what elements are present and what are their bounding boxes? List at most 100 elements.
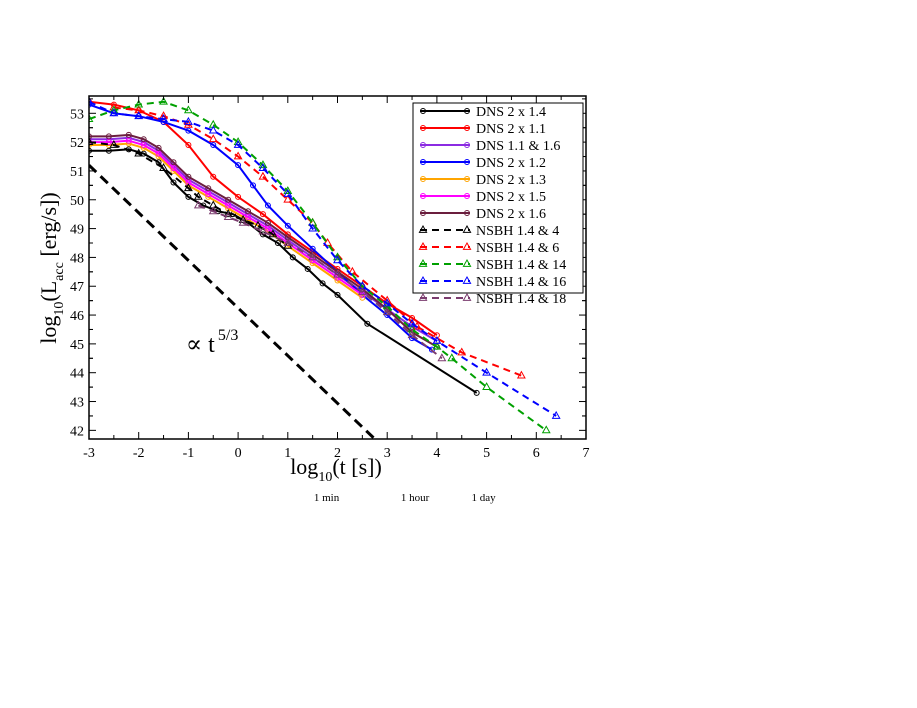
y-tick-label: 42 (70, 424, 84, 439)
data-point (105, 147, 112, 154)
x-tick-label: 2 (334, 446, 341, 461)
legend-label: DNS 2 x 1.3 (476, 173, 546, 188)
legend-label: NSBH 1.4 & 16 (476, 275, 566, 290)
legend-label: DNS 1.1 & 1.6 (476, 139, 560, 154)
data-point (125, 137, 132, 144)
legend-label: DNS 2 x 1.6 (476, 207, 546, 222)
data-point (447, 353, 457, 362)
legend-label: NSBH 1.4 & 14 (476, 258, 566, 273)
legend-item: NSBH 1.4 & 18 (418, 292, 566, 307)
reference-slope-line (89, 164, 376, 439)
data-point (432, 341, 442, 350)
legend-marker (420, 125, 426, 131)
data-point (264, 202, 271, 209)
legend-marker (418, 292, 428, 301)
data-point (233, 139, 243, 148)
legend-marker (418, 258, 428, 267)
data-point (105, 139, 112, 146)
series-line (89, 103, 433, 351)
data-point (89, 137, 94, 146)
data-point (334, 291, 341, 298)
data-point (258, 226, 268, 235)
data-point (457, 347, 467, 356)
legend-label: NSBH 1.4 & 18 (476, 292, 566, 307)
y-tick-label: 46 (70, 309, 84, 324)
x-tick-label: -1 (183, 446, 195, 461)
data-point (268, 229, 278, 238)
x-tick-label: 1 (284, 446, 291, 461)
series-line (197, 204, 443, 360)
series-line (89, 100, 547, 432)
legend-marker (462, 241, 472, 250)
data-point (205, 185, 212, 192)
data-point (319, 280, 326, 287)
data-point (258, 160, 268, 169)
legend-item: DNS 2 x 1.1 (420, 122, 546, 137)
data-point (208, 134, 218, 143)
time-marker-label: 1 hour (401, 492, 430, 504)
legend-marker (418, 275, 428, 284)
series-line (89, 142, 363, 299)
data-point (235, 162, 242, 169)
data-point (210, 173, 217, 180)
x-tick-label: -2 (133, 446, 145, 461)
legend-marker (464, 108, 470, 114)
x-tick-label: -3 (83, 446, 95, 461)
data-point (258, 163, 268, 171)
data-point (253, 220, 263, 229)
legend-marker (462, 258, 472, 267)
data-point (233, 151, 243, 160)
series-4 (89, 140, 366, 301)
data-point (482, 382, 492, 391)
data-point (134, 111, 144, 120)
data-point (284, 222, 291, 229)
data-point (250, 182, 257, 189)
x-tick-label: 6 (533, 446, 540, 461)
legend-item: NSBH 1.4 & 4 (418, 224, 559, 239)
series-line (89, 139, 363, 296)
legend-marker (420, 210, 426, 216)
data-point (407, 330, 417, 339)
data-point (159, 114, 169, 122)
x-tick-label: 0 (235, 446, 242, 461)
data-point (109, 108, 119, 117)
data-point (289, 254, 296, 261)
y-tick-label: 52 (70, 136, 84, 151)
data-point (323, 237, 333, 246)
data-point (259, 211, 266, 218)
data-point (308, 252, 318, 261)
legend-item: DNS 2 x 1.2 (420, 156, 546, 171)
data-point (516, 370, 526, 379)
data-point (357, 286, 367, 295)
series-10 (89, 96, 561, 419)
data-point (235, 193, 242, 200)
legend-item: NSBH 1.4 & 16 (418, 275, 566, 290)
y-tick-label: 43 (70, 396, 84, 411)
data-point (223, 209, 233, 218)
legend-label: DNS 2 x 1.4 (476, 105, 546, 120)
data-point (437, 353, 447, 362)
data-point (185, 142, 192, 148)
legend-marker (462, 224, 472, 233)
x-tick-label: 4 (433, 446, 440, 461)
legend-item: DNS 2 x 1.5 (420, 190, 546, 205)
time-marker-label: 1 day (472, 492, 497, 504)
data-point (264, 219, 271, 226)
legend-marker (464, 176, 470, 182)
data-point (283, 186, 293, 195)
data-point (155, 150, 162, 157)
legend: DNS 2 x 1.4 DNS 2 x 1.1 DNS 1.1 & 1.6 DNS 2… (412, 102, 584, 307)
data-point (210, 142, 217, 148)
legend-marker (418, 224, 428, 233)
y-tick-label: 45 (70, 338, 84, 353)
data-point (551, 410, 561, 419)
legend-box (412, 102, 584, 294)
data-point (125, 131, 132, 138)
legend-marker (418, 241, 428, 250)
data-point (407, 318, 417, 327)
series-layer (89, 96, 561, 439)
data-point (155, 144, 162, 151)
series-9 (89, 96, 551, 434)
